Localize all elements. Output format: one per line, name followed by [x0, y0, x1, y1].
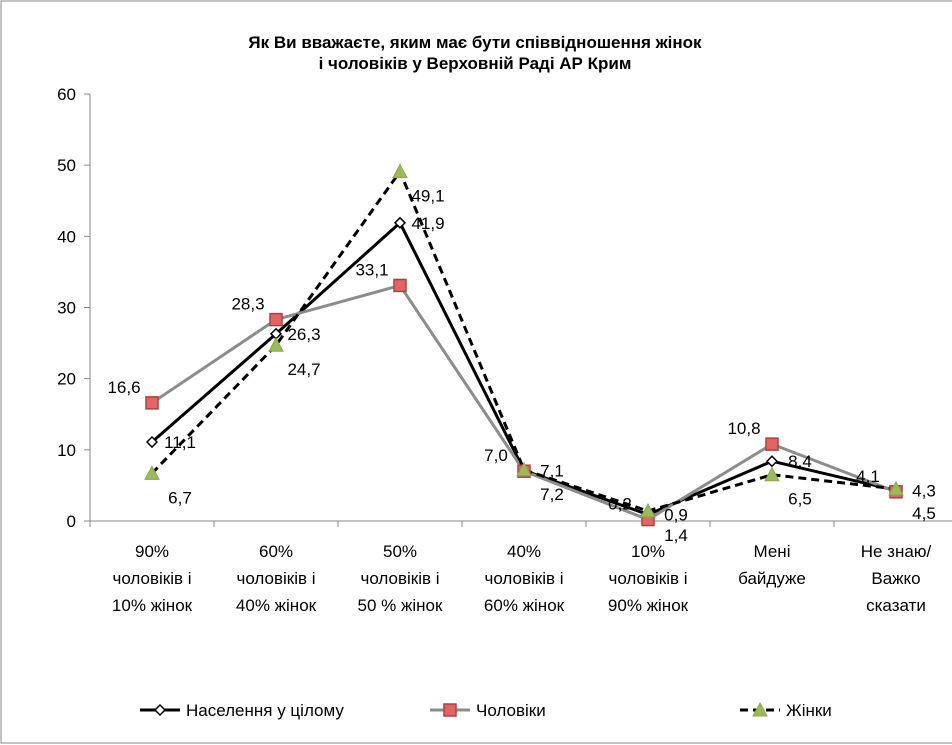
x-tick-label: Мені байдуже [738, 542, 806, 588]
data-label: 28,3 [231, 295, 264, 314]
x-tick-label: 40% чоловіків і 60% жінок [484, 542, 565, 615]
data-label: 10,8 [727, 419, 760, 438]
data-label: 1,4 [664, 526, 688, 545]
legend-marker [443, 703, 457, 717]
data-label: 6,5 [788, 490, 812, 509]
data-label: 4,5 [912, 504, 936, 523]
y-tick-label: 40 [57, 227, 76, 246]
marker [765, 437, 779, 451]
x-tick-label: Не знаю/Важко сказати [861, 542, 932, 615]
y-tick-label: 60 [57, 85, 76, 104]
data-label: 33,1 [355, 260, 388, 279]
x-tick-label: 90% чоловіків і 10% жінок [112, 542, 193, 615]
data-label: 8,4 [788, 452, 812, 471]
marker [145, 435, 159, 449]
marker [765, 455, 779, 468]
data-label: 4,1 [856, 467, 880, 486]
marker [268, 337, 284, 352]
y-tick-label: 20 [57, 370, 76, 389]
data-label: 49,1 [411, 187, 444, 206]
marker [392, 163, 408, 179]
data-label: 6,7 [168, 488, 192, 507]
data-label: 24,7 [287, 360, 320, 379]
y-tick-label: 30 [57, 299, 76, 318]
y-tick-label: 0 [67, 512, 76, 531]
data-label: 7,0 [484, 446, 508, 465]
x-tick-label: 50% чоловіків і 50 % жінок [358, 542, 443, 615]
marker [144, 465, 160, 480]
marker [764, 466, 780, 482]
legend-label: Чоловіки [476, 701, 546, 720]
data-label: 7,1 [540, 461, 564, 480]
y-tick-label: 50 [57, 156, 76, 175]
x-tick-label: 60% чоловіків і 40% жінок [236, 542, 317, 615]
legend-label: Жінки [786, 701, 832, 720]
chart-title: Як Ви вважаєте, яким має бути співвіднош… [248, 33, 702, 73]
legend-marker [153, 703, 167, 717]
marker [640, 502, 656, 518]
data-label: 26,3 [287, 325, 320, 344]
data-label: 7,2 [540, 485, 564, 504]
marker [269, 312, 283, 327]
legend-label: Населення у цілому [186, 701, 344, 720]
data-label: 11,1 [164, 433, 196, 452]
data-label: 41,9 [411, 214, 444, 233]
y-tick-label: 10 [57, 441, 76, 460]
legend-marker [752, 701, 768, 717]
marker [888, 480, 904, 496]
marker [393, 278, 407, 293]
marker [516, 461, 532, 477]
data-label: 4,3 [912, 481, 936, 500]
data-label: 16,6 [107, 378, 140, 397]
data-label: 0,2 [608, 495, 632, 514]
marker [393, 216, 407, 229]
x-tick-label: 10% чоловіків і 90% жінок [608, 542, 689, 615]
data-label: 0,9 [664, 506, 688, 525]
marker [145, 396, 159, 410]
